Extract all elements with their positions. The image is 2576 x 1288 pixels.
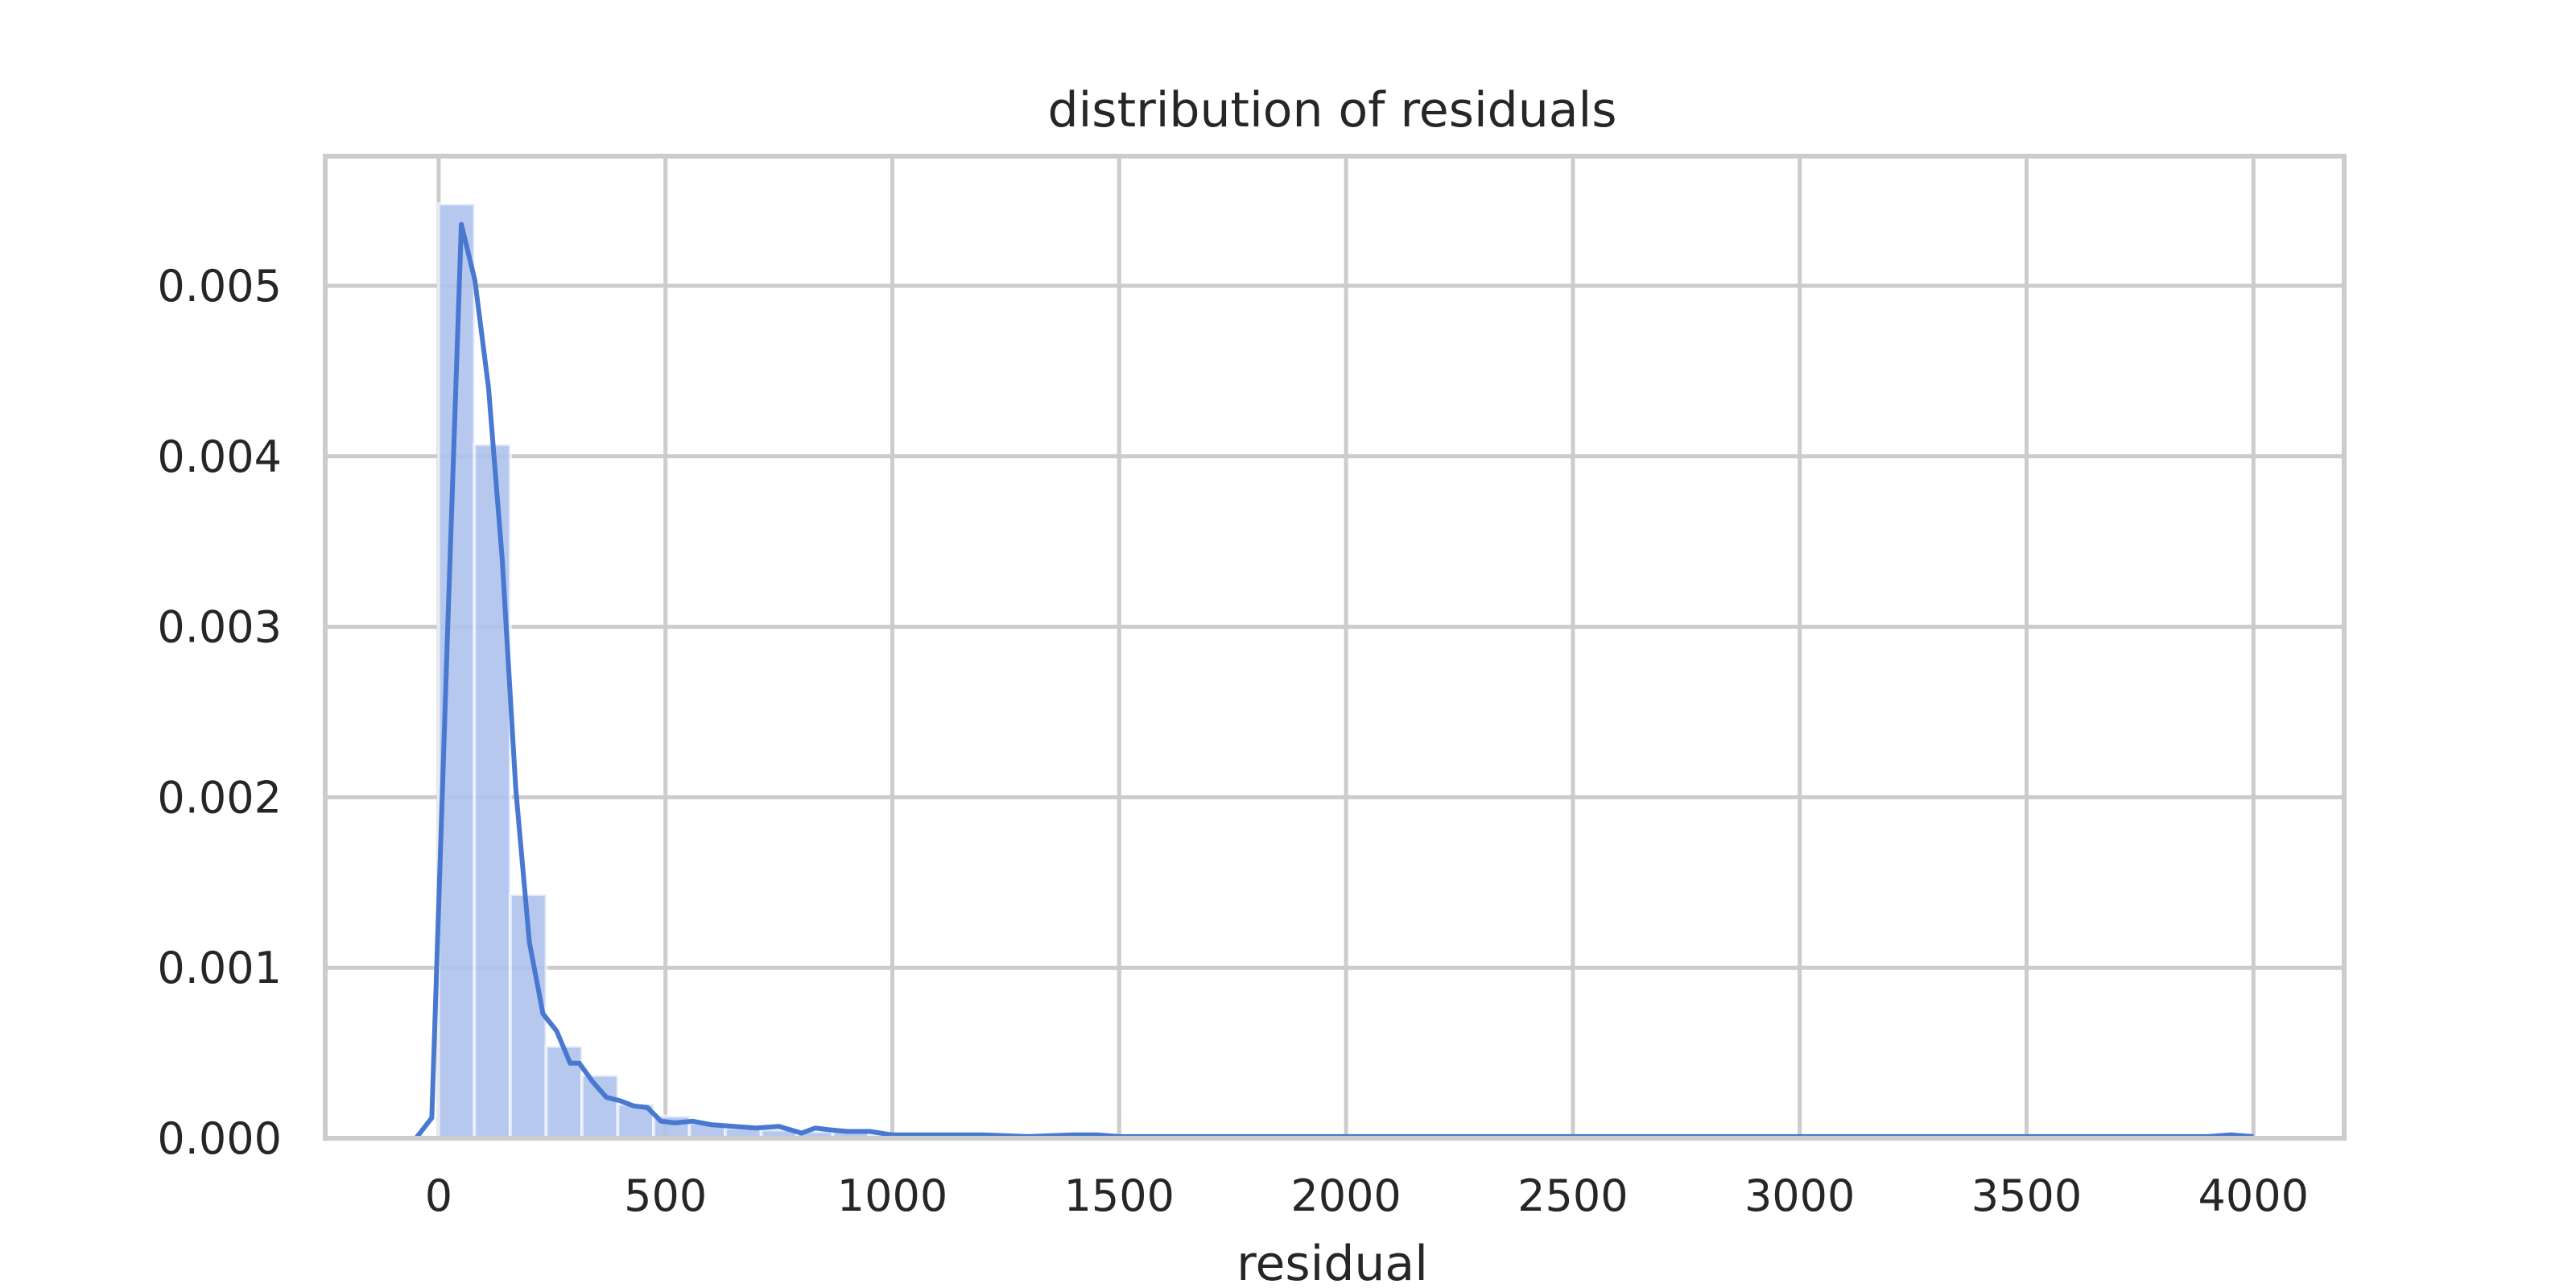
x-tick-label: 500: [624, 1170, 707, 1221]
x-tick-label: 1500: [1064, 1170, 1174, 1221]
histogram-bar: [580, 1073, 620, 1141]
x-tick-label: 1000: [837, 1170, 947, 1221]
y-tick-label: 0.003: [157, 602, 282, 653]
histogram-bar: [473, 442, 512, 1140]
axes-frame: [323, 154, 2347, 1141]
x-tick-label: 4000: [2198, 1170, 2309, 1221]
y-tick-label: 0.005: [157, 261, 282, 312]
tick-labels: 0 500 1000 1500 2000 2500 3000 3500 4000 0.000 0.0…: [157, 261, 2309, 1221]
x-tick-label: 2500: [1517, 1170, 1628, 1221]
x-tick-label: 3500: [1971, 1170, 2082, 1221]
x-tick-label: 3000: [1744, 1170, 1855, 1221]
y-tick-label: 0.000: [157, 1113, 282, 1164]
plot-frame: [323, 154, 2347, 1141]
y-tick-label: 0.002: [157, 772, 282, 823]
kde-layer: [414, 221, 2254, 1140]
x-axis-label: residual: [1236, 1236, 1428, 1288]
histogram-bar: [544, 1044, 584, 1140]
chart-title: distribution of residuals: [1048, 82, 1617, 138]
kde-line: [414, 221, 2254, 1140]
y-tick-label: 0.001: [157, 943, 282, 993]
grid-layer: [325, 156, 2344, 1141]
x-tick-label: 0: [425, 1170, 452, 1221]
y-tick-label: 0.004: [157, 431, 282, 482]
x-tick-label: 2000: [1290, 1170, 1401, 1221]
